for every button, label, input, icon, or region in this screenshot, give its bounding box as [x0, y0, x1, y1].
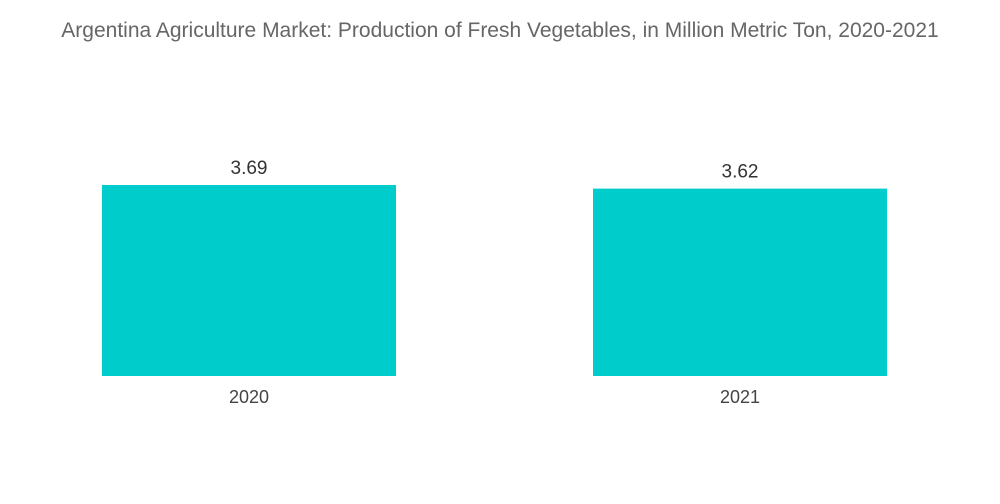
bar-2021 — [593, 188, 887, 376]
value-label-2020: 3.69 — [231, 158, 268, 179]
value-label-2021: 3.62 — [722, 162, 759, 183]
x-tick-label-2020: 2020 — [229, 387, 269, 407]
x-tick-label-2021: 2021 — [720, 387, 760, 407]
chart-title: Argentina Agriculture Market: Production… — [61, 19, 939, 42]
bar-2020 — [102, 185, 396, 376]
